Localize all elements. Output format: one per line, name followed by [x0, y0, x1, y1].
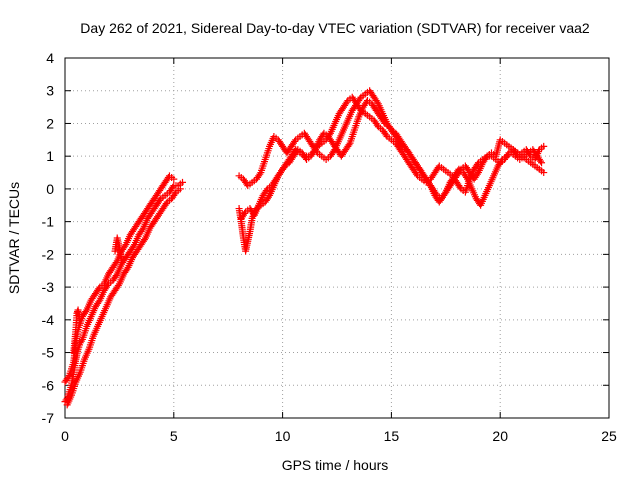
- data-points: [61, 87, 548, 409]
- data-point: [356, 95, 364, 103]
- grid: [65, 58, 609, 418]
- data-point: [264, 193, 272, 201]
- x-tick-label: 20: [492, 428, 508, 444]
- y-tick-label: 2: [46, 115, 54, 131]
- data-point: [169, 183, 177, 191]
- data-point: [262, 187, 270, 195]
- series-4: [111, 234, 126, 265]
- data-point: [382, 131, 390, 139]
- data-point: [256, 170, 264, 178]
- y-tick-label: -5: [42, 345, 55, 361]
- data-point: [130, 242, 138, 250]
- data-point: [462, 173, 470, 181]
- y-axis-label: SDTVAR / TECUs: [6, 182, 22, 294]
- data-point: [497, 157, 505, 165]
- data-point: [118, 257, 126, 265]
- y-tick-label: -1: [42, 214, 55, 230]
- data-point: [176, 185, 184, 193]
- data-point: [112, 259, 120, 267]
- data-point: [280, 164, 288, 172]
- series-2: [63, 185, 184, 409]
- data-point: [171, 190, 179, 198]
- data-point: [343, 98, 351, 106]
- x-tick-label: 5: [170, 428, 178, 444]
- y-tick-label: -4: [42, 312, 55, 328]
- series-7: [237, 97, 546, 222]
- data-point: [397, 141, 405, 149]
- y-tick-label: 4: [46, 50, 54, 66]
- data-point: [64, 373, 72, 381]
- x-axis-label: GPS time / hours: [282, 457, 389, 473]
- series-3: [70, 306, 84, 357]
- y-tick-label: -2: [42, 246, 55, 262]
- data-point: [310, 147, 318, 155]
- data-point: [123, 265, 131, 273]
- data-point: [373, 121, 381, 129]
- data-point: [538, 159, 546, 167]
- x-tick-label: 25: [601, 428, 617, 444]
- y-tick-label: 0: [46, 181, 54, 197]
- data-point: [456, 183, 464, 191]
- x-tick-label: 0: [61, 428, 69, 444]
- y-tick-label: -7: [42, 410, 55, 426]
- data-point: [138, 226, 146, 234]
- data-point: [536, 157, 544, 165]
- data-point: [345, 141, 353, 149]
- x-tick-label: 10: [275, 428, 291, 444]
- data-point: [82, 308, 90, 316]
- y-tick-label: 3: [46, 83, 54, 99]
- data-point: [121, 242, 129, 250]
- chart-title: Day 262 of 2021, Sidereal Day-to-day VTE…: [80, 20, 590, 36]
- data-point: [482, 154, 490, 162]
- series-0: [61, 178, 187, 406]
- data-point: [540, 169, 548, 177]
- data-point: [156, 196, 164, 204]
- data-point: [540, 142, 548, 150]
- plot-frame: [64, 57, 610, 419]
- data-point: [291, 137, 299, 145]
- data-point: [95, 285, 103, 293]
- data-point: [179, 178, 187, 186]
- data-point: [112, 272, 120, 280]
- data-point: [412, 170, 420, 178]
- data-point: [162, 200, 170, 208]
- data-point: [473, 170, 481, 178]
- y-tick-label: -3: [42, 279, 55, 295]
- y-tick-label: -6: [42, 377, 55, 393]
- data-point: [95, 298, 103, 306]
- data-point: [241, 209, 249, 217]
- data-point: [380, 118, 388, 126]
- x-tick-label: 15: [384, 428, 400, 444]
- data-point: [441, 190, 449, 198]
- data-point: [432, 190, 440, 198]
- data-point: [76, 319, 84, 327]
- data-point: [170, 175, 178, 183]
- data-point: [373, 98, 381, 106]
- data-point: [140, 236, 148, 244]
- data-point: [114, 281, 122, 289]
- axis-ticks: 0 5 10 15 20 25 -7 -6 -5 -4 -3 -2 -1 0 1 2 3 4: [42, 50, 617, 444]
- y-tick-label: 1: [46, 148, 54, 164]
